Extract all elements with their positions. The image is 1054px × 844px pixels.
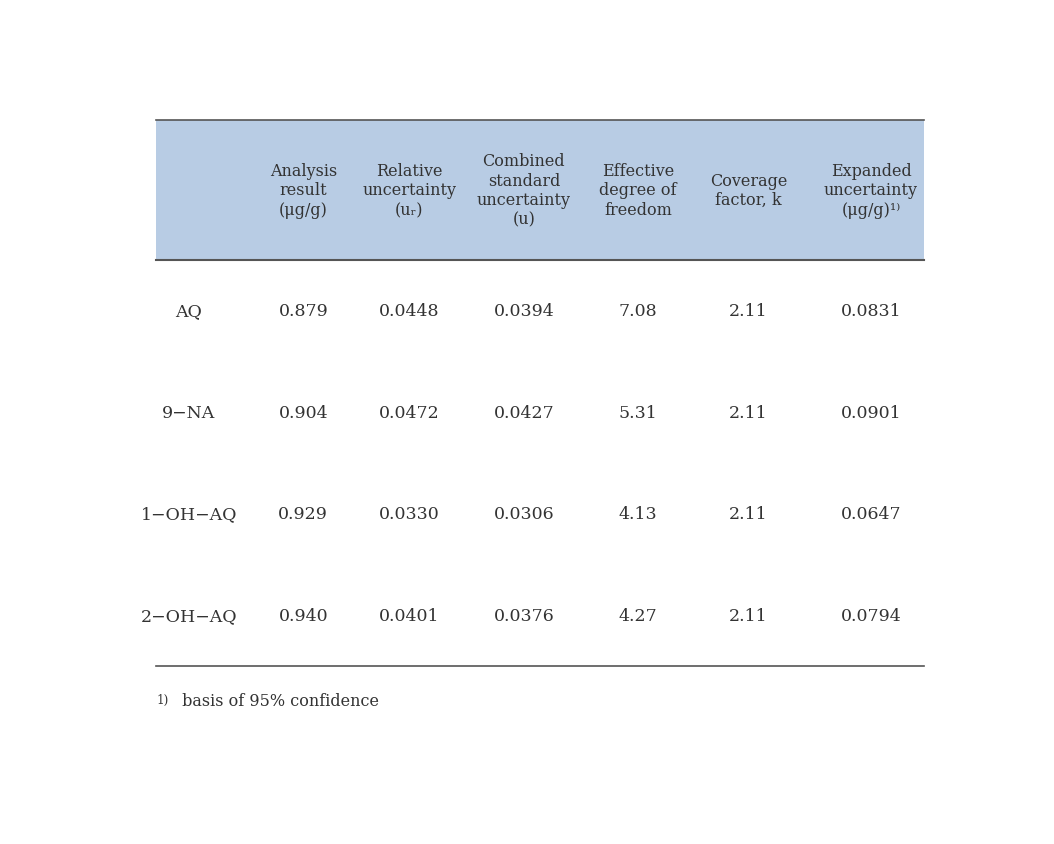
Text: 0.0831: 0.0831	[841, 303, 901, 320]
Text: 4.13: 4.13	[619, 506, 658, 522]
Text: Analysis
result
(μg/g): Analysis result (μg/g)	[270, 163, 337, 219]
Text: basis of 95% confidence: basis of 95% confidence	[177, 693, 378, 710]
Text: 5.31: 5.31	[619, 404, 658, 421]
Text: 2.11: 2.11	[729, 404, 767, 421]
Text: 0.0376: 0.0376	[493, 608, 554, 625]
Text: 1): 1)	[156, 693, 169, 706]
Text: 1−OH−AQ: 1−OH−AQ	[140, 506, 237, 522]
Text: 7.08: 7.08	[619, 303, 658, 320]
Text: 0.929: 0.929	[278, 506, 328, 522]
Text: 0.879: 0.879	[278, 303, 328, 320]
Text: 0.0647: 0.0647	[841, 506, 901, 522]
Text: 0.904: 0.904	[278, 404, 328, 421]
Text: Effective
degree of
freedom: Effective degree of freedom	[600, 163, 677, 219]
Text: 0.0401: 0.0401	[379, 608, 440, 625]
Text: 0.940: 0.940	[278, 608, 328, 625]
Text: 2.11: 2.11	[729, 608, 767, 625]
Text: 2.11: 2.11	[729, 303, 767, 320]
Text: 2.11: 2.11	[729, 506, 767, 522]
Text: Coverage
factor, k: Coverage factor, k	[709, 172, 787, 209]
Text: 0.0901: 0.0901	[841, 404, 901, 421]
Text: Combined
standard
uncertainty
(u): Combined standard uncertainty (u)	[476, 153, 571, 229]
Bar	[156, 121, 924, 261]
Text: Relative
uncertainty
(uᵣ): Relative uncertainty (uᵣ)	[363, 163, 456, 219]
Text: 2−OH−AQ: 2−OH−AQ	[140, 608, 237, 625]
Text: 0.0306: 0.0306	[493, 506, 554, 522]
Text: 0.0330: 0.0330	[379, 506, 440, 522]
Text: 0.0794: 0.0794	[841, 608, 901, 625]
Text: 4.27: 4.27	[619, 608, 658, 625]
Text: 0.0472: 0.0472	[379, 404, 440, 421]
Text: 0.0448: 0.0448	[379, 303, 440, 320]
Text: 0.0427: 0.0427	[493, 404, 554, 421]
Text: Expanded
uncertainty
(μg/g)¹⁾: Expanded uncertainty (μg/g)¹⁾	[824, 163, 918, 219]
Text: 0.0394: 0.0394	[493, 303, 554, 320]
Text: AQ: AQ	[176, 303, 202, 320]
Text: 9−NA: 9−NA	[162, 404, 216, 421]
